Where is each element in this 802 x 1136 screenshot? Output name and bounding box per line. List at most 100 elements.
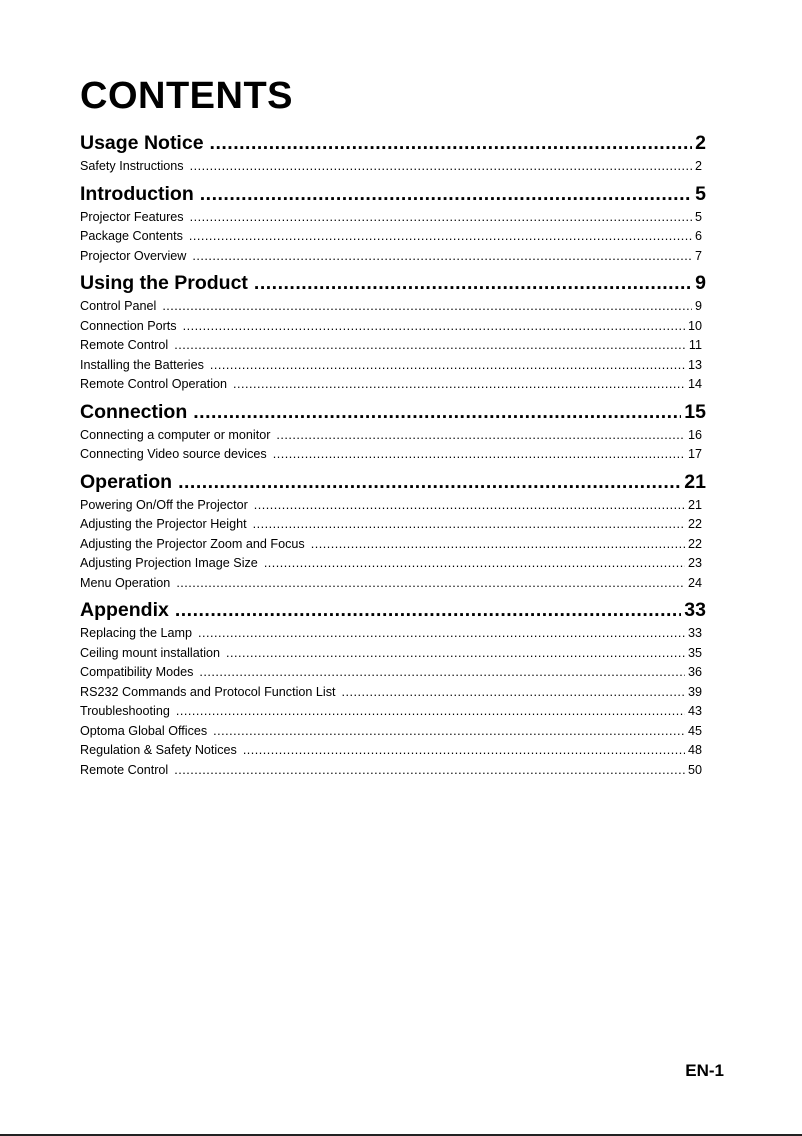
toc-entry-label: Remote Control <box>80 338 169 352</box>
toc-item[interactable]: Troubleshooting 43 <box>80 702 702 722</box>
toc-item[interactable]: Package Contents 6 <box>80 227 702 247</box>
toc-entry-label: Installing the Batteries <box>80 357 204 372</box>
toc-section-heading[interactable]: Appendix 33 <box>80 596 706 624</box>
toc-entry-label: Projector Features <box>80 209 184 224</box>
toc-entry-label: Regulation & Safety Notices <box>80 743 237 757</box>
toc-section-heading[interactable]: Using the Product 9 <box>80 269 706 297</box>
toc-item[interactable]: Connecting a computer or monitor 16 <box>80 426 702 446</box>
toc-item[interactable]: Remote Control 11 <box>80 336 702 356</box>
page-title: CONTENTS <box>80 75 293 117</box>
toc-item[interactable]: Replacing the Lamp 33 <box>80 624 702 644</box>
toc-item[interactable]: Adjusting Projection Image Size 23 <box>80 554 702 574</box>
toc-entry-page: 17 <box>687 447 702 461</box>
toc-entry-page: 43 <box>687 704 702 718</box>
toc-entry-page: 39 <box>687 684 702 699</box>
toc-entry-label: Package Contents <box>80 229 183 243</box>
toc-item[interactable]: Connection Ports 10 <box>80 317 702 337</box>
table-of-contents: Usage Notice 2 Safety Instructions 2 Introdu… <box>80 129 706 780</box>
dot-leader <box>276 426 685 446</box>
toc-item[interactable]: Remote Control Operation 14 <box>80 375 702 395</box>
toc-entry-label: Adjusting the Projector Height <box>80 517 247 531</box>
toc-entry-page: 2 <box>694 159 702 173</box>
dot-leader <box>190 157 692 177</box>
toc-item[interactable]: Remote Control 50 <box>80 761 702 781</box>
dot-leader <box>200 180 692 208</box>
toc-entry-label: Connecting Video source devices <box>80 447 267 461</box>
dot-leader <box>213 722 685 742</box>
toc-entry-label: Remote Control Operation <box>80 377 227 391</box>
toc-entry-label: RS232 Commands and Protocol Function Lis… <box>80 684 336 699</box>
toc-item[interactable]: Powering On/Off the Projector 21 <box>80 496 702 516</box>
toc-entry-page: 33 <box>684 599 706 621</box>
dot-leader <box>190 208 692 228</box>
toc-entry-label: Usage Notice <box>80 132 204 154</box>
toc-entry-label: Operation <box>80 470 173 493</box>
dot-leader <box>243 741 685 761</box>
toc-entry-label: Connection Ports <box>80 318 177 333</box>
dot-leader <box>162 297 692 317</box>
toc-entry-label: Remote Control <box>80 762 169 777</box>
toc-entry-page: 22 <box>687 536 702 551</box>
page-number: EN-1 <box>685 1061 724 1080</box>
toc-item[interactable]: Optoma Global Offices 45 <box>80 722 702 742</box>
toc-entry-label: Control Panel <box>80 299 157 313</box>
toc-item[interactable]: RS232 Commands and Protocol Function Lis… <box>80 683 702 703</box>
dot-leader <box>198 624 685 644</box>
toc-section-heading[interactable]: Introduction 5 <box>80 180 706 208</box>
dot-leader <box>174 336 686 356</box>
dot-leader <box>311 535 685 555</box>
toc-item[interactable]: Ceiling mount installation 35 <box>80 644 702 664</box>
toc-entry-label: Compatibility Modes <box>80 665 194 679</box>
toc-entry-label: Connection <box>80 400 188 423</box>
toc-section-heading[interactable]: Usage Notice 2 <box>80 129 706 157</box>
toc-entry-page: 5 <box>694 209 702 224</box>
toc-entry-label: Connecting a computer or monitor <box>80 427 271 442</box>
dot-leader <box>264 554 685 574</box>
toc-entry-page: 6 <box>694 229 702 243</box>
dot-leader <box>192 247 692 267</box>
toc-entry-label: Menu Operation <box>80 575 171 590</box>
toc-entry-label: Ceiling mount installation <box>80 645 221 660</box>
toc-entry-label: Troubleshooting <box>80 704 170 718</box>
dot-leader <box>178 468 681 496</box>
dot-leader <box>226 644 685 664</box>
toc-item[interactable]: Control Panel 9 <box>80 297 702 317</box>
toc-entry-label: Appendix <box>80 599 169 621</box>
toc-item[interactable]: Menu Operation 24 <box>80 574 702 594</box>
toc-item[interactable]: Compatibility Modes 36 <box>80 663 702 683</box>
dot-leader <box>342 683 685 703</box>
bottom-rule <box>0 1134 802 1136</box>
toc-entry-page: 23 <box>687 556 702 570</box>
dot-leader <box>176 702 685 722</box>
toc-entry-label: Optoma Global Offices <box>80 723 208 738</box>
dot-leader <box>233 375 685 395</box>
toc-item[interactable]: Regulation & Safety Notices 48 <box>80 741 702 761</box>
dot-leader <box>199 663 685 683</box>
dot-leader <box>175 596 681 624</box>
dot-leader <box>253 515 685 535</box>
toc-entry-page: 5 <box>695 182 706 205</box>
toc-item[interactable]: Connecting Video source devices 17 <box>80 445 702 465</box>
toc-entry-label: Replacing the Lamp <box>80 626 193 640</box>
toc-entry-label: Using the Product <box>80 272 248 294</box>
toc-entry-page: 14 <box>687 377 702 391</box>
toc-entry-page: 35 <box>687 645 702 660</box>
dot-leader <box>273 445 685 465</box>
dot-leader <box>210 129 693 157</box>
toc-entry-page: 21 <box>684 470 706 493</box>
toc-item[interactable]: Adjusting the Projector Zoom and Focus 22 <box>80 535 702 555</box>
dot-leader <box>176 574 685 594</box>
toc-section-heading[interactable]: Connection 15 <box>80 398 706 426</box>
toc-entry-page: 13 <box>687 357 702 372</box>
toc-item[interactable]: Installing the Batteries 13 <box>80 356 702 376</box>
toc-section-heading[interactable]: Operation 21 <box>80 468 706 496</box>
dot-leader <box>210 356 685 376</box>
dot-leader <box>254 496 685 516</box>
toc-entry-page: 9 <box>694 299 702 313</box>
toc-item[interactable]: Projector Overview 7 <box>80 247 702 267</box>
toc-entry-label: Projector Overview <box>80 248 187 263</box>
toc-item[interactable]: Projector Features 5 <box>80 208 702 228</box>
toc-item[interactable]: Adjusting the Projector Height 22 <box>80 515 702 535</box>
toc-entry-label: Powering On/Off the Projector <box>80 497 248 512</box>
toc-item[interactable]: Safety Instructions 2 <box>80 157 702 177</box>
